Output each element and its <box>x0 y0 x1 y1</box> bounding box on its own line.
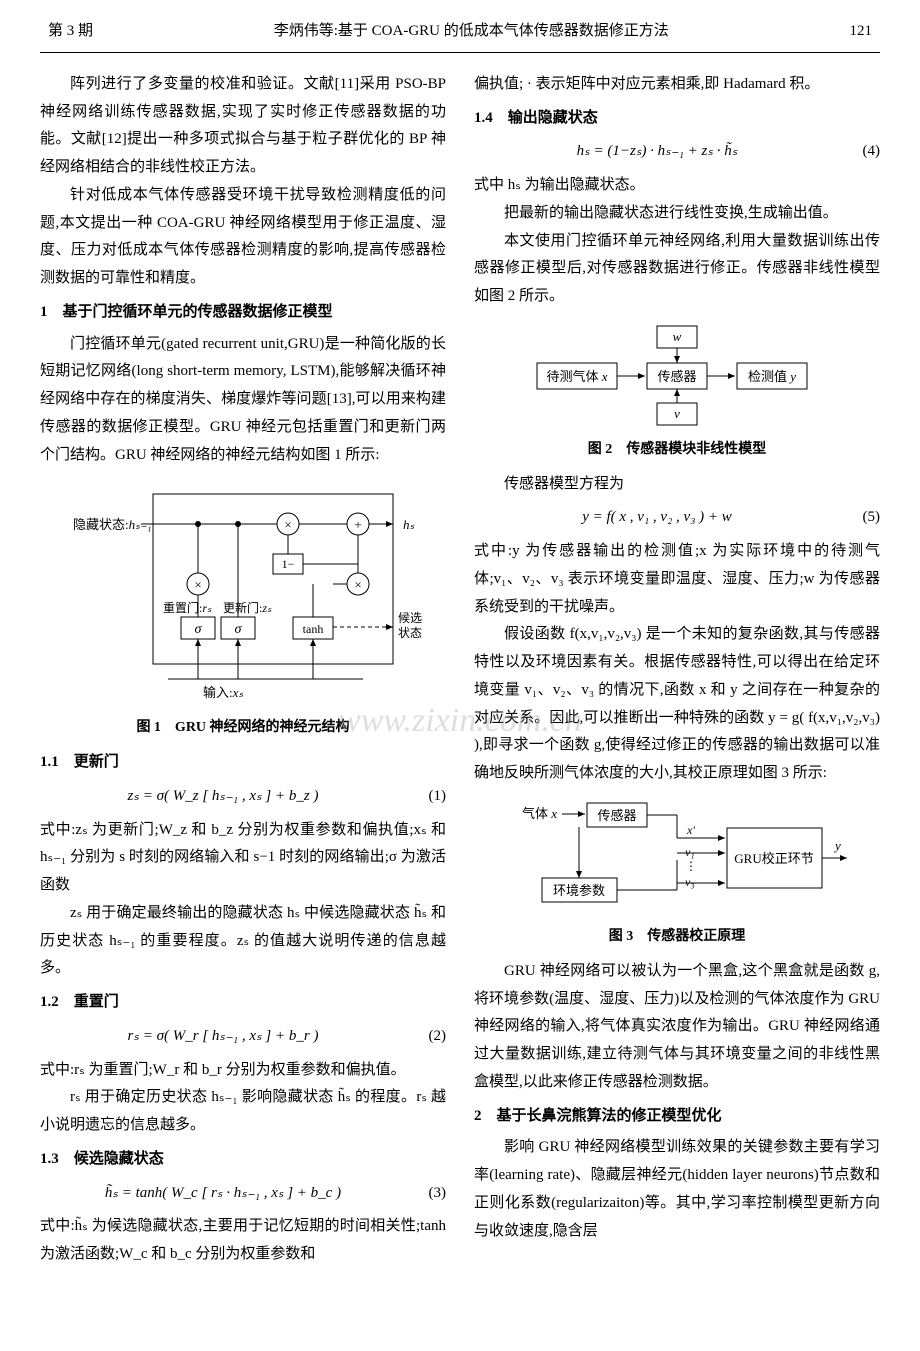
svg-text:传感器: 传感器 <box>597 808 636 823</box>
subsection-title: 1.3 候选隐藏状态 <box>40 1146 446 1174</box>
equation-body: rₛ = σ( W_r [ hₛ₋₁ , xₛ ] + b_r ) <box>40 1023 406 1051</box>
para: 假设函数 f(x,v₁,v₂,v₃) 是一个未知的复杂函数,其与传感器特性以及环… <box>474 621 880 788</box>
equation-body: y = f( x , v₁ , v₂ , v₃ ) + w <box>474 504 840 532</box>
svg-text:环境参数: 环境参数 <box>553 883 605 898</box>
para: 阵列进行了多变量的校准和验证。文献[11]采用 PSO-BP 神经网络训练传感器… <box>40 71 446 182</box>
figure-2: w 待测气体 x 传感器 检测值 y v <box>527 321 827 431</box>
svg-text:v₁: v₁ <box>685 845 695 859</box>
para: 影响 GRU 神经网络模型训练效果的关键参数主要有学习率(learning ra… <box>474 1134 880 1245</box>
equation-1: zₛ = σ( W_z [ hₛ₋₁ , xₛ ] + b_z ) (1) <box>40 783 446 811</box>
svg-text:w: w <box>673 329 682 344</box>
figure-2-caption: 图 2 传感器模块非线性模型 <box>474 437 880 463</box>
svg-text:×: × <box>194 577 201 592</box>
svg-text:y: y <box>833 838 841 853</box>
running-header: 第 3 期 李炳伟等:基于 COA-GRU 的低成本气体传感器数据修正方法 12… <box>0 0 920 52</box>
svg-text:状态:h̃ₛ: 状态:h̃ₛ <box>398 626 423 640</box>
para: 传感器模型方程为 <box>474 471 880 499</box>
figure-1-caption: 图 1 GRU 神经网络的神经元结构 <box>40 715 446 741</box>
para: 针对低成本气体传感器受环境干扰导致检测精度低的问题,本文提出一种 COA-GRU… <box>40 182 446 293</box>
para: zₛ 用于确定最终输出的隐藏状态 hₛ 中候选隐藏状态 h̃ₛ 和历史状态 hₛ… <box>40 900 446 983</box>
page-number: 121 <box>850 18 873 46</box>
svg-text:更新门:zₛ: 更新门:zₛ <box>223 600 272 615</box>
left-column: 阵列进行了多变量的校准和验证。文献[11]采用 PSO-BP 神经网络训练传感器… <box>40 71 446 1269</box>
equation-number: (2) <box>406 1023 446 1051</box>
equation-5: y = f( x , v₁ , v₂ , v₃ ) + w (5) <box>474 504 880 532</box>
subsection-title: 1.2 重置门 <box>40 989 446 1017</box>
svg-text:⋮: ⋮ <box>685 859 697 873</box>
svg-text:×: × <box>354 577 361 592</box>
equation-number: (3) <box>406 1180 446 1208</box>
svg-text:hₛ: hₛ <box>403 517 415 532</box>
svg-text:v₃: v₃ <box>685 875 695 889</box>
para: 式中:h̃ₛ 为候选隐藏状态,主要用于记忆短期的时间相关性;tanh 为激活函数… <box>40 1213 446 1269</box>
para: 偏执值; · 表示矩阵中对应元素相乘,即 Hadamard 积。 <box>474 71 880 99</box>
svg-text:检测值 y: 检测值 y <box>748 369 796 384</box>
figure-3-caption: 图 3 传感器校正原理 <box>474 924 880 950</box>
equation-number: (5) <box>840 504 880 532</box>
two-column-body: 阵列进行了多变量的校准和验证。文献[11]采用 PSO-BP 神经网络训练传感器… <box>0 71 920 1289</box>
equation-2: rₛ = σ( W_r [ hₛ₋₁ , xₛ ] + b_r ) (2) <box>40 1023 446 1051</box>
svg-text:输入:xₛ: 输入:xₛ <box>203 685 243 700</box>
header-rule <box>40 52 880 53</box>
svg-text:传感器: 传感器 <box>657 369 696 384</box>
equation-3: h̃ₛ = tanh( W_c [ rₛ · hₛ₋₁ , xₛ ] + b_c… <box>40 1180 446 1208</box>
svg-text:候选隐藏: 候选隐藏 <box>398 611 423 625</box>
svg-text:1−: 1− <box>282 557 295 571</box>
section-title: 1 基于门控循环单元的传感器数据修正模型 <box>40 299 446 327</box>
para: 式中:y 为传感器输出的检测值;x 为实际环境中的待测气体;v₁、v₂、v₃ 表… <box>474 538 880 621</box>
svg-text:tanh: tanh <box>303 622 324 636</box>
svg-text:重置门:rₛ: 重置门:rₛ <box>163 600 212 615</box>
svg-text:x′: x′ <box>686 823 695 837</box>
equation-number: (1) <box>406 783 446 811</box>
subsection-title: 1.4 输出隐藏状态 <box>474 105 880 133</box>
figure-3: 气体 x 传感器 x′ 环境参数 v₁ ⋮ v₃ GRU校正环节 y <box>507 798 847 918</box>
running-title: 李炳伟等:基于 COA-GRU 的低成本气体传感器数据修正方法 <box>274 18 669 46</box>
svg-text:待测气体 x: 待测气体 x <box>546 369 607 384</box>
right-column: 偏执值; · 表示矩阵中对应元素相乘,即 Hadamard 积。 1.4 输出隐… <box>474 71 880 1269</box>
svg-text:隐藏状态:hₛ₋₁: 隐藏状态:hₛ₋₁ <box>73 517 151 532</box>
equation-body: zₛ = σ( W_z [ hₛ₋₁ , xₛ ] + b_z ) <box>40 783 406 811</box>
svg-text:σ: σ <box>195 622 203 637</box>
equation-body: hₛ = (1−zₛ) · hₛ₋₁ + zₛ · h̃ₛ <box>474 138 840 166</box>
equation-body: h̃ₛ = tanh( W_c [ rₛ · hₛ₋₁ , xₛ ] + b_c… <box>40 1180 406 1208</box>
svg-text:×: × <box>284 517 291 532</box>
para: 门控循环单元(gated recurrent unit,GRU)是一种简化版的长… <box>40 331 446 470</box>
para: 式中 hₛ 为输出隐藏状态。 <box>474 172 880 200</box>
svg-text:v: v <box>674 406 680 421</box>
svg-text:GRU校正环节: GRU校正环节 <box>734 851 813 866</box>
subsection-title: 1.1 更新门 <box>40 749 446 777</box>
svg-text:σ: σ <box>235 622 243 637</box>
para: 本文使用门控循环单元神经网络,利用大量数据训练出传感器修正模型后,对传感器数据进… <box>474 228 880 311</box>
svg-text:+: + <box>354 517 361 532</box>
para: 把最新的输出隐藏状态进行线性变换,生成输出值。 <box>474 200 880 228</box>
figure-1: 隐藏状态:hₛ₋₁ × + 1− × × 重置门:rₛ <box>63 479 423 709</box>
para: 式中:rₛ 为重置门;W_r 和 b_r 分别为权重参数和偏执值。 <box>40 1057 446 1085</box>
equation-number: (4) <box>840 138 880 166</box>
section-title: 2 基于长鼻浣熊算法的修正模型优化 <box>474 1103 880 1131</box>
equation-4: hₛ = (1−zₛ) · hₛ₋₁ + zₛ · h̃ₛ (4) <box>474 138 880 166</box>
para: GRU 神经网络可以被认为一个黑盒,这个黑盒就是函数 g,将环境参数(温度、湿度… <box>474 958 880 1097</box>
issue-number: 第 3 期 <box>48 18 93 46</box>
para: rₛ 用于确定历史状态 hₛ₋₁ 影响隐藏状态 h̃ₛ 的程度。rₛ 越小说明遗… <box>40 1084 446 1140</box>
para: 式中:zₛ 为更新门;W_z 和 b_z 分别为权重参数和偏执值;xₛ 和 hₛ… <box>40 817 446 900</box>
svg-text:气体 x: 气体 x <box>522 806 557 821</box>
